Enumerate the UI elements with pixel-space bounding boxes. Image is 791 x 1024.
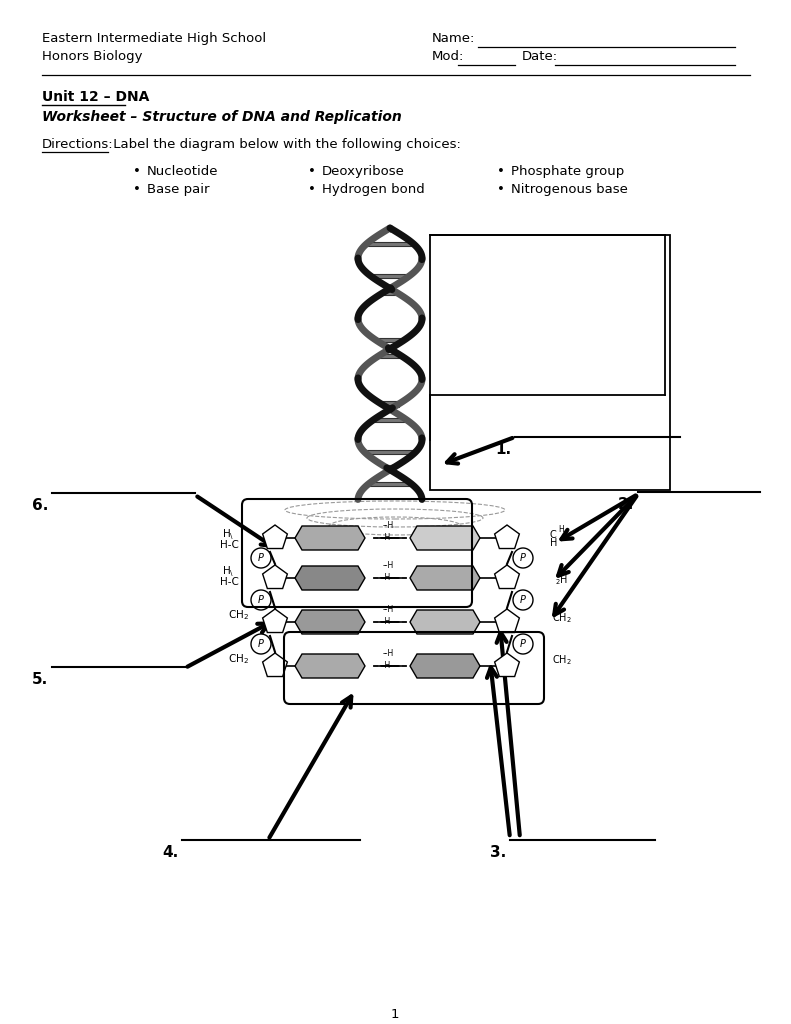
Text: Phosphate group: Phosphate group bbox=[511, 165, 624, 178]
Polygon shape bbox=[295, 610, 365, 634]
Circle shape bbox=[513, 590, 533, 610]
Text: --H--: --H-- bbox=[380, 534, 396, 543]
Polygon shape bbox=[263, 525, 287, 549]
Bar bbox=[376, 338, 404, 342]
Circle shape bbox=[251, 590, 271, 610]
Text: P: P bbox=[258, 595, 264, 605]
Text: •: • bbox=[497, 165, 505, 178]
Text: Nucleotide: Nucleotide bbox=[147, 165, 218, 178]
Circle shape bbox=[251, 548, 271, 568]
Bar bbox=[371, 274, 409, 278]
Text: •: • bbox=[497, 183, 505, 196]
Bar bbox=[365, 450, 415, 454]
Text: Date:: Date: bbox=[522, 50, 558, 63]
Text: H-C: H-C bbox=[220, 577, 239, 587]
Text: Nitrogenous base: Nitrogenous base bbox=[511, 183, 628, 196]
Text: --H--: --H-- bbox=[380, 573, 396, 583]
Bar bbox=[366, 242, 414, 246]
Text: C: C bbox=[550, 530, 557, 540]
Polygon shape bbox=[410, 654, 480, 678]
Text: --H--: --H-- bbox=[380, 617, 396, 627]
Text: 1.: 1. bbox=[495, 442, 511, 457]
Polygon shape bbox=[410, 526, 480, 550]
Text: CH$_2$: CH$_2$ bbox=[552, 611, 572, 625]
Text: 1: 1 bbox=[391, 1008, 399, 1021]
Bar bbox=[369, 482, 411, 486]
Polygon shape bbox=[295, 566, 365, 590]
Bar bbox=[381, 401, 399, 407]
Bar bbox=[384, 289, 396, 295]
Text: 6.: 6. bbox=[32, 498, 48, 513]
Polygon shape bbox=[263, 653, 287, 677]
Text: --H: --H bbox=[382, 605, 394, 614]
Text: •: • bbox=[133, 165, 141, 178]
Text: Hydrogen bond: Hydrogen bond bbox=[322, 183, 425, 196]
Text: $_2$H: $_2$H bbox=[555, 573, 568, 587]
Text: 4.: 4. bbox=[162, 845, 178, 860]
Polygon shape bbox=[494, 565, 520, 589]
Circle shape bbox=[251, 634, 271, 654]
Text: Directions:: Directions: bbox=[42, 138, 114, 151]
Text: •: • bbox=[308, 165, 316, 178]
Text: --H: --H bbox=[382, 561, 394, 570]
Circle shape bbox=[513, 634, 533, 654]
Bar bbox=[373, 418, 407, 422]
Text: Deoxyribose: Deoxyribose bbox=[322, 165, 405, 178]
Text: H$_\backslash$: H$_\backslash$ bbox=[222, 527, 234, 543]
Bar bbox=[378, 353, 402, 358]
Text: H$_\backslash$: H$_\backslash$ bbox=[222, 564, 234, 580]
Text: P: P bbox=[520, 595, 526, 605]
Text: Worksheet – Structure of DNA and Replication: Worksheet – Structure of DNA and Replica… bbox=[42, 110, 402, 124]
Text: CH$_2$: CH$_2$ bbox=[552, 653, 572, 667]
Text: Honors Biology: Honors Biology bbox=[42, 50, 142, 63]
Text: P: P bbox=[520, 553, 526, 563]
Text: •: • bbox=[133, 183, 141, 196]
Text: 2.: 2. bbox=[618, 497, 634, 512]
Text: Base pair: Base pair bbox=[147, 183, 210, 196]
Polygon shape bbox=[295, 526, 365, 550]
Polygon shape bbox=[295, 654, 365, 678]
Text: Unit 12 – DNA: Unit 12 – DNA bbox=[42, 90, 149, 104]
Text: --H: --H bbox=[382, 521, 394, 530]
Bar bbox=[430, 234, 670, 490]
Polygon shape bbox=[494, 609, 520, 633]
Text: P: P bbox=[258, 553, 264, 563]
Circle shape bbox=[513, 548, 533, 568]
Polygon shape bbox=[494, 525, 520, 549]
Text: H-C: H-C bbox=[220, 540, 239, 550]
Bar bbox=[387, 465, 393, 471]
Text: Label the diagram below with the following choices:: Label the diagram below with the followi… bbox=[109, 138, 461, 151]
Text: H: H bbox=[550, 538, 558, 548]
Polygon shape bbox=[410, 566, 480, 590]
Polygon shape bbox=[263, 609, 287, 633]
Text: --H: --H bbox=[382, 649, 394, 658]
Text: P: P bbox=[520, 639, 526, 649]
Text: H: H bbox=[558, 525, 564, 535]
Text: Mod:: Mod: bbox=[432, 50, 464, 63]
Text: --H--: --H-- bbox=[380, 662, 396, 671]
Polygon shape bbox=[263, 565, 287, 589]
Polygon shape bbox=[494, 653, 520, 677]
Polygon shape bbox=[410, 610, 480, 634]
Text: Name:: Name: bbox=[432, 32, 475, 45]
Text: Eastern Intermediate High School: Eastern Intermediate High School bbox=[42, 32, 266, 45]
Text: CH$_2$: CH$_2$ bbox=[228, 608, 249, 622]
Text: 3.: 3. bbox=[490, 845, 506, 860]
Text: •: • bbox=[308, 183, 316, 196]
Text: CH$_2$: CH$_2$ bbox=[228, 652, 249, 666]
Text: P: P bbox=[258, 639, 264, 649]
Text: 5.: 5. bbox=[32, 672, 48, 687]
